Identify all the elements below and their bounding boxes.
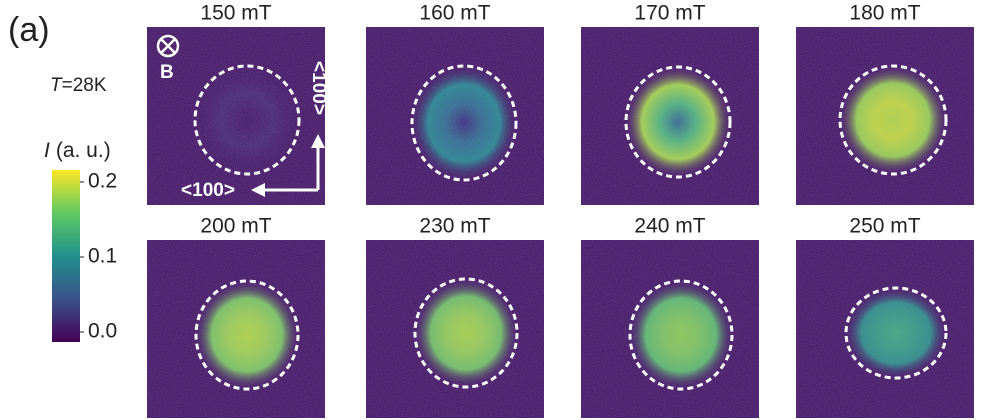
- temperature-symbol: T: [50, 75, 63, 96]
- field-symbol-circle: [156, 34, 180, 58]
- horizontal-direction: <100>: [181, 180, 235, 201]
- colorbar-tick-label: 0.2: [88, 170, 117, 193]
- colorbar-tick-label: 0.1: [88, 245, 117, 268]
- sample-outline: [838, 64, 948, 176]
- image-noise: [147, 27, 325, 205]
- sample-outline: [844, 286, 948, 380]
- panel-title: 160 mT: [419, 2, 490, 25]
- sample-outline: [194, 279, 300, 391]
- sample-outline: [628, 279, 734, 391]
- panel-title: 180 mT: [849, 2, 920, 25]
- direction-arrows: [258, 140, 320, 192]
- panel-title: 170 mT: [634, 2, 705, 25]
- panel-title: 150 mT: [200, 2, 271, 25]
- sample-outline: [193, 64, 301, 176]
- sample-outline: [624, 65, 732, 179]
- panel-title: 200 mT: [200, 215, 271, 238]
- panels: 150 mT B <100> <100> 160 mT 170 mT 180 mT 200 m…: [147, 2, 974, 418]
- image-noise: [796, 27, 974, 205]
- figure-label: (a): [8, 11, 50, 49]
- sample-outline: [413, 277, 519, 389]
- temperature-value: =28K: [62, 75, 107, 96]
- colorbar: [52, 170, 80, 342]
- panel-title: 240 mT: [634, 215, 705, 238]
- panel-title: 230 mT: [419, 215, 490, 238]
- colorbar-symbol: I: [44, 139, 50, 162]
- temperature: T=28K: [50, 75, 107, 96]
- colorbar-tick-label: 0.0: [88, 320, 117, 343]
- sample-outline: [410, 64, 518, 182]
- image-noise: [366, 240, 544, 418]
- image-noise: [581, 27, 759, 205]
- panel-title: 250 mT: [849, 215, 920, 238]
- arrow-heads: [251, 134, 325, 197]
- colorbar-label: I (a. u.): [44, 139, 111, 162]
- colorbar-unit: (a. u.): [56, 139, 111, 162]
- vertical-direction: <100>: [308, 61, 329, 115]
- field-label: B: [160, 62, 174, 83]
- field-symbol-cross: [160, 38, 176, 54]
